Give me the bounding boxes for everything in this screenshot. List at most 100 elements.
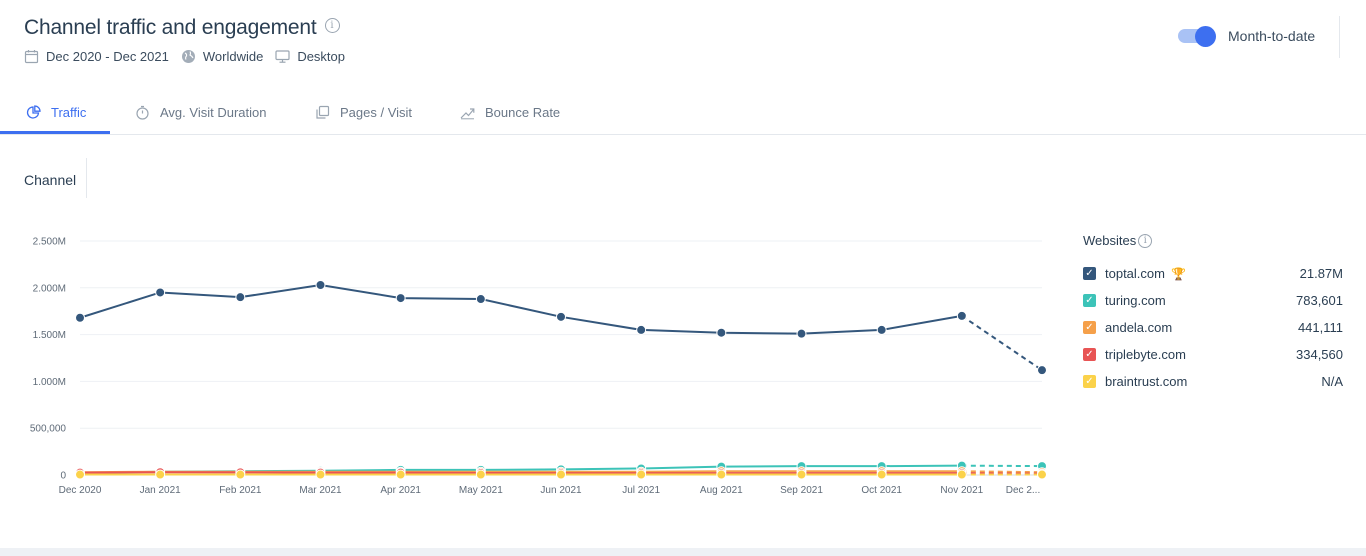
tab-traffic[interactable]: Traffic — [26, 90, 86, 134]
chart-series — [75, 279, 1047, 480]
data-point[interactable] — [956, 310, 967, 321]
x-tick-label: Feb 2021 — [219, 485, 262, 496]
data-point[interactable] — [75, 312, 85, 323]
pie-chart-icon — [26, 104, 41, 119]
date-range-filter[interactable]: Dec 2020 - Dec 2021 — [24, 49, 169, 64]
channel-divider — [86, 158, 87, 198]
y-tick-label: 500,000 — [30, 424, 67, 435]
data-point[interactable] — [395, 469, 406, 480]
checkbox-icon[interactable]: ✓ — [1083, 294, 1096, 307]
data-point[interactable] — [395, 293, 406, 304]
legend-site: braintrust.com — [1105, 374, 1188, 389]
active-tab-indicator — [0, 131, 110, 134]
legend-item-andela[interactable]: ✓ andela.com 441,111 — [1083, 314, 1343, 341]
toggle-knob — [1195, 26, 1216, 47]
data-point[interactable] — [876, 469, 887, 480]
data-point[interactable] — [315, 279, 326, 290]
data-point[interactable] — [956, 469, 967, 480]
data-point[interactable] — [636, 469, 647, 480]
data-point[interactable] — [716, 327, 727, 338]
checkbox-icon[interactable]: ✓ — [1083, 321, 1096, 334]
data-point[interactable] — [556, 311, 566, 322]
trend-icon — [460, 107, 475, 119]
data-point[interactable] — [716, 469, 727, 480]
legend-item-braintrust[interactable]: ✓ braintrust.com N/A — [1083, 368, 1343, 395]
filter-summary: Dec 2020 - Dec 2021 Worldwide Desktop — [24, 49, 357, 64]
series-line — [79, 283, 963, 335]
widget-header: Channel traffic and engagement i Dec 202… — [24, 16, 357, 64]
data-point[interactable] — [1037, 365, 1047, 376]
y-tick-label: 2.500M — [33, 237, 66, 248]
data-point[interactable] — [796, 328, 807, 339]
data-point[interactable] — [155, 469, 166, 480]
x-tick-label: Jan 2021 — [140, 485, 182, 496]
tab-avg-visit-duration[interactable]: Avg. Visit Duration — [135, 90, 266, 134]
websites-legend: Websites i ✓ toptal.com 🏆 21.87M ✓ turin… — [1083, 233, 1343, 395]
x-axis: Dec 2020 Jan 2021 Feb 2021 Mar 2021 Apr 2021… — [59, 485, 1041, 496]
legend-item-toptal[interactable]: ✓ toptal.com 🏆 21.87M — [1083, 260, 1343, 287]
x-tick-label: Mar 2021 — [299, 485, 342, 496]
pages-icon — [316, 105, 330, 119]
stopwatch-icon — [136, 105, 149, 120]
info-icon[interactable]: i — [324, 17, 340, 33]
x-tick-label: Nov 2021 — [940, 485, 983, 496]
legend-item-triplebyte[interactable]: ✓ triplebyte.com 334,560 — [1083, 341, 1343, 368]
tab-bounce-rate[interactable]: Bounce Rate — [460, 90, 560, 134]
y-tick-label: 0 — [60, 471, 66, 482]
legend-item-turing[interactable]: ✓ turing.com 783,601 — [1083, 287, 1343, 314]
x-tick-label: Sep 2021 — [780, 485, 823, 496]
data-point[interactable] — [235, 469, 246, 480]
series-line-partial — [961, 470, 1043, 474]
checkbox-icon[interactable]: ✓ — [1083, 348, 1096, 361]
x-tick-label: Apr 2021 — [380, 485, 421, 496]
legend-value: N/A — [1321, 374, 1343, 389]
data-point[interactable] — [155, 287, 166, 298]
y-tick-label: 2.000M — [33, 283, 66, 294]
x-tick-label: Oct 2021 — [861, 485, 902, 496]
checkbox-icon[interactable]: ✓ — [1083, 375, 1096, 388]
legend-site: turing.com — [1105, 293, 1166, 308]
data-point[interactable] — [876, 324, 887, 335]
series-line — [79, 471, 962, 475]
data-point[interactable] — [796, 469, 807, 480]
checkbox-icon[interactable]: ✓ — [1083, 267, 1096, 280]
traffic-line-chart: 0 500,000 1.000M 1.500M 2.000M 2.500M Dec 202… — [30, 237, 1047, 496]
legend-site: andela.com — [1105, 320, 1173, 335]
bottom-panel-edge — [0, 548, 1366, 556]
device-filter[interactable]: Desktop — [275, 49, 345, 64]
x-tick-label: Jun 2021 — [540, 485, 582, 496]
y-tick-label: 1.500M — [33, 330, 66, 341]
data-point[interactable] — [475, 469, 486, 480]
region-filter[interactable]: Worldwide — [181, 49, 263, 64]
region-text: Worldwide — [202, 49, 264, 64]
data-point[interactable] — [556, 469, 566, 480]
data-point[interactable] — [75, 469, 85, 480]
data-point[interactable] — [315, 469, 326, 480]
data-point[interactable] — [636, 324, 647, 335]
header-divider — [1339, 16, 1340, 58]
x-tick-label: Jul 2021 — [622, 485, 660, 496]
series-line-partial — [961, 315, 1043, 371]
series-braintrust-com — [75, 469, 1047, 480]
x-tick-label: Dec 2... — [1006, 485, 1040, 496]
date-range-text: Dec 2020 - Dec 2021 — [46, 49, 169, 64]
y-axis: 0 500,000 1.000M 1.500M 2.000M 2.500M — [30, 237, 67, 482]
legend-title: Websites — [1083, 233, 1137, 248]
data-point[interactable] — [1037, 469, 1047, 480]
tab-traffic-label: Traffic — [51, 104, 87, 120]
legend-value: 334,560 — [1296, 347, 1343, 362]
data-point[interactable] — [235, 292, 246, 303]
tab-pages-visit[interactable]: Pages / Visit — [315, 90, 412, 134]
legend-site: toptal.com — [1105, 266, 1165, 281]
calendar-icon — [24, 50, 39, 64]
device-text: Desktop — [297, 49, 346, 64]
tab-avg-visit-duration-label: Avg. Visit Duration — [160, 104, 267, 120]
y-tick-label: 1.000M — [33, 377, 66, 388]
data-point[interactable] — [475, 294, 486, 305]
month-to-date-toggle[interactable] — [1178, 26, 1216, 47]
legend-value: 441,111 — [1297, 320, 1343, 335]
page-title: Channel traffic and engagement — [24, 16, 317, 39]
info-icon[interactable]: i — [1138, 233, 1153, 248]
globe-icon — [181, 50, 195, 63]
chart-gridlines — [80, 240, 1042, 476]
